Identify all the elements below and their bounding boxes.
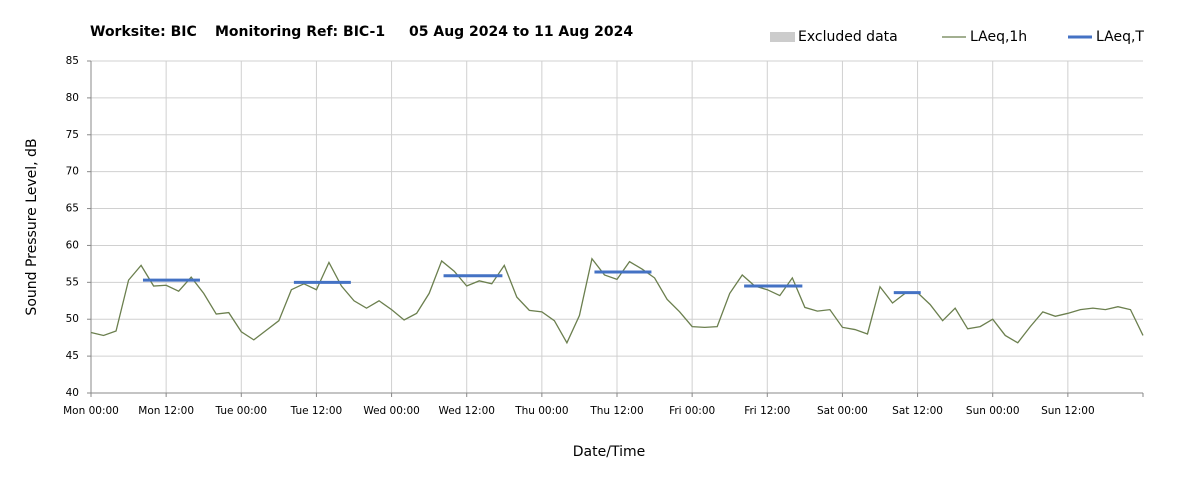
- legend-label: LAeq,1h: [970, 29, 1027, 45]
- x-tick-label: Wed 00:00: [363, 405, 420, 417]
- x-tick-label: Sat 12:00: [892, 405, 943, 417]
- x-axis-label: Date/Time: [573, 444, 645, 460]
- y-tick-label: 40: [66, 387, 79, 399]
- x-tick-label: Fri 12:00: [744, 405, 790, 417]
- chart-title: Monitoring Ref: BIC-1: [215, 24, 385, 40]
- legend-label: Excluded data: [798, 29, 898, 45]
- x-tick-label: Sun 12:00: [1041, 405, 1095, 417]
- x-tick-label: Mon 12:00: [138, 405, 194, 417]
- y-tick-label: 75: [66, 129, 79, 141]
- y-tick-label: 55: [66, 276, 79, 288]
- x-tick-label: Thu 12:00: [589, 405, 643, 417]
- x-tick-label: Mon 00:00: [63, 405, 119, 417]
- x-tick-label: Tue 12:00: [290, 405, 343, 417]
- y-tick-label: 45: [66, 350, 79, 362]
- x-tick-label: Tue 00:00: [215, 405, 268, 417]
- y-tick-label: 70: [66, 166, 79, 178]
- y-tick-label: 85: [66, 55, 79, 67]
- legend-swatch: [770, 32, 795, 42]
- y-tick-label: 50: [66, 313, 79, 325]
- y-tick-label: 65: [66, 203, 79, 215]
- x-tick-label: Fri 00:00: [669, 405, 715, 417]
- x-tick-label: Thu 00:00: [514, 405, 568, 417]
- chart-title: 05 Aug 2024 to 11 Aug 2024: [409, 24, 633, 40]
- chart-title: Worksite: BIC: [90, 24, 197, 40]
- legend-label: LAeq,T: [1096, 29, 1144, 45]
- y-tick-label: 60: [66, 239, 79, 251]
- series-line: [90, 257, 1144, 345]
- x-tick-label: Sat 00:00: [817, 405, 868, 417]
- x-tick-label: Wed 12:00: [438, 405, 495, 417]
- y-axis-label: Sound Pressure Level, dB: [24, 138, 40, 315]
- x-tick-label: Sun 00:00: [966, 405, 1020, 417]
- y-tick-label: 80: [66, 92, 79, 104]
